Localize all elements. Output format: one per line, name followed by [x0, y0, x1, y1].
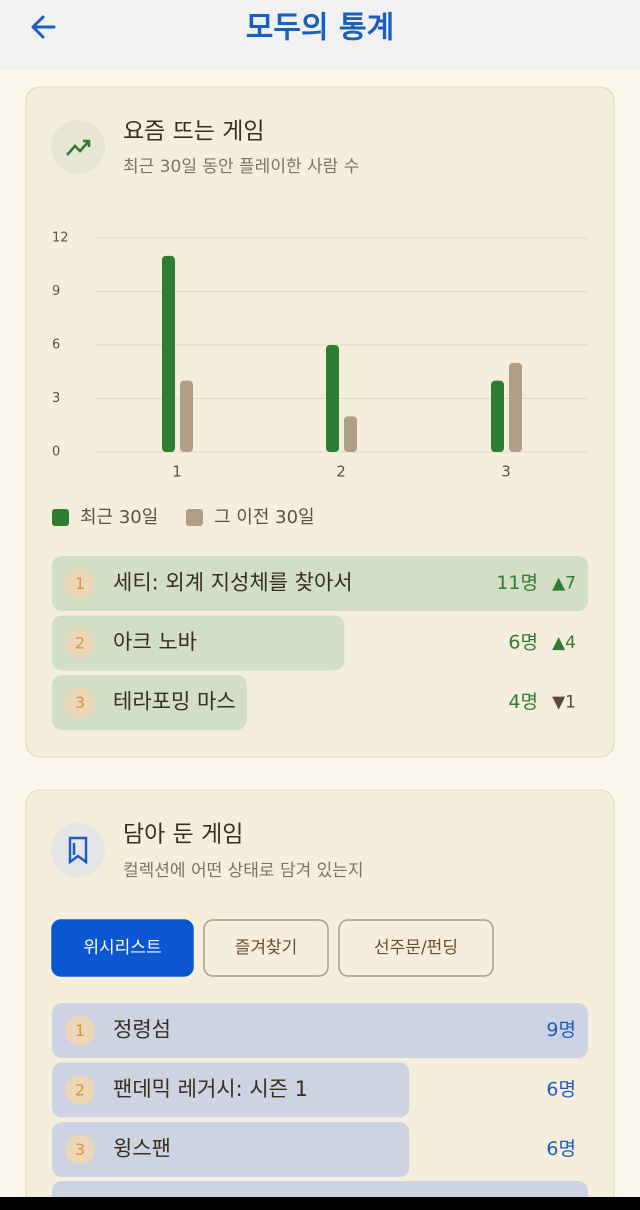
bookmark-icon [68, 836, 88, 865]
card-title: 담아 둔 게임 [123, 822, 243, 848]
system-bar [0, 1197, 640, 1210]
bar [491, 380, 504, 452]
item-count: 6명 [508, 632, 538, 654]
page-title: 모두의 통계 [246, 11, 394, 46]
x-tick-label: 3 [501, 463, 511, 481]
item-name: 팬데믹 레거시: 시즌 1 [113, 1077, 308, 1101]
card-title: 요즘 뜨는 게임 [123, 119, 265, 145]
item-name: 아크 노바 [113, 630, 197, 654]
rank-badge [65, 568, 95, 599]
tab-label: 선주문/펀딩 [374, 938, 458, 958]
list-row-bar[interactable] [52, 556, 588, 611]
legend-label: 그 이전 30일 [214, 507, 315, 528]
list-row-bar[interactable] [52, 675, 247, 730]
item-count: 6명 [546, 1079, 576, 1101]
item-count: 6명 [546, 1138, 576, 1160]
tab-label: 위시리스트 [83, 938, 161, 958]
list-row-bar[interactable] [52, 1122, 410, 1177]
rank-badge [65, 1075, 95, 1105]
rank: 2 [75, 1081, 85, 1100]
rank: 3 [75, 1140, 85, 1159]
item-count: 4명 [508, 691, 538, 713]
trend-icon-bg [51, 120, 105, 174]
x-tick-label: 1 [172, 463, 182, 481]
item-name: 정령섬 [113, 1018, 171, 1042]
y-tick-label: 9 [52, 284, 60, 299]
list-row-bar[interactable] [52, 615, 345, 671]
list-row-bar[interactable] [52, 1062, 410, 1118]
tab[interactable] [203, 919, 329, 977]
item-change: ▼1 [552, 693, 576, 713]
y-tick-label: 0 [52, 445, 60, 460]
bar [326, 345, 339, 452]
bar [344, 416, 357, 452]
item-name: 세티: 외계 지성체를 찾아서 [113, 571, 353, 595]
rank-badge [65, 1134, 95, 1165]
rank-badge [65, 628, 95, 658]
trend-icon [66, 139, 91, 156]
tab[interactable] [51, 919, 194, 977]
bookmark-icon-bg [51, 823, 105, 877]
bar [509, 362, 522, 452]
rank: 1 [75, 1021, 85, 1040]
tab-label: 즐겨찾기 [235, 938, 298, 958]
y-tick-label: 6 [52, 338, 60, 353]
y-tick-label: 12 [52, 231, 69, 246]
card-subtitle: 최근 30일 동안 플레이한 사람 수 [123, 157, 359, 177]
card-subtitle: 컬렉션에 어떤 상태로 담겨 있는지 [123, 861, 364, 881]
item-change: ▲7 [552, 574, 576, 594]
list-row-bar[interactable] [52, 1003, 588, 1058]
item-count: 9명 [546, 1019, 576, 1041]
rank: 2 [75, 634, 85, 653]
back-button[interactable] [31, 15, 56, 39]
legend-label: 최근 30일 [80, 507, 158, 528]
legend-swatch [52, 509, 69, 526]
legend-swatch [186, 509, 203, 526]
item-count: 11명 [496, 572, 538, 594]
app-bar [0, 0, 640, 70]
rank: 3 [75, 693, 85, 712]
tab[interactable] [338, 919, 494, 977]
bar [180, 380, 193, 452]
bar [162, 255, 175, 452]
rank: 1 [75, 574, 85, 593]
item-name: 테라포밍 마스 [113, 690, 236, 714]
rank-badge [65, 687, 95, 718]
y-tick-label: 3 [52, 391, 60, 406]
x-tick-label: 2 [336, 463, 346, 481]
rank-badge [65, 1015, 95, 1046]
item-name: 윙스팬 [113, 1137, 171, 1161]
item-change: ▲4 [552, 633, 576, 653]
